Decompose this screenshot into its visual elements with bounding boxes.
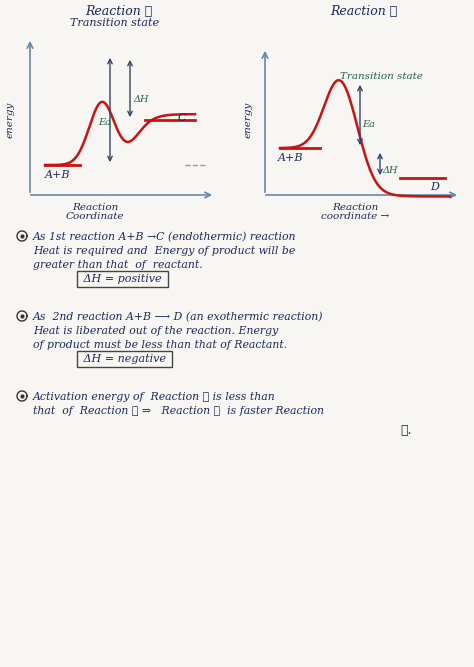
- Text: As  2nd reaction A+B ⟶ D (an exothermic reaction): As 2nd reaction A+B ⟶ D (an exothermic r…: [33, 312, 323, 322]
- Text: A+B: A+B: [45, 170, 71, 180]
- Text: Transition state: Transition state: [340, 72, 423, 81]
- Text: As 1st reaction A+B →C (endothermic) reaction: As 1st reaction A+B →C (endothermic) rea…: [33, 232, 297, 242]
- Text: ΔH = negative: ΔH = negative: [80, 354, 170, 364]
- Text: C: C: [178, 113, 186, 123]
- Text: ①.: ①.: [400, 424, 411, 437]
- Text: Transition state: Transition state: [70, 18, 159, 28]
- Text: energy: energy: [6, 102, 15, 138]
- Text: that  of  Reaction ① ⇒   Reaction ②  is faster Reaction: that of Reaction ① ⇒ Reaction ② is faste…: [33, 406, 324, 416]
- Text: Ea: Ea: [362, 120, 375, 129]
- Text: ΔH = positive: ΔH = positive: [80, 274, 165, 284]
- Text: Reaction ①: Reaction ①: [85, 5, 152, 18]
- Text: greater than that  of  reactant.: greater than that of reactant.: [33, 260, 203, 270]
- Text: Coordinate: Coordinate: [66, 212, 124, 221]
- Text: D: D: [430, 182, 439, 192]
- Text: Ea: Ea: [98, 118, 111, 127]
- Text: Reaction ②: Reaction ②: [330, 5, 397, 18]
- Text: coordinate →: coordinate →: [321, 212, 389, 221]
- Text: A+B: A+B: [278, 153, 303, 163]
- Text: ΔH: ΔH: [133, 95, 148, 104]
- Text: of product must be less than that of Reactant.: of product must be less than that of Rea…: [33, 340, 287, 350]
- Text: Heat is required and  Energy of product will be: Heat is required and Energy of product w…: [33, 246, 295, 256]
- Text: energy: energy: [244, 102, 253, 138]
- Text: ΔH: ΔH: [382, 166, 398, 175]
- Text: Reaction: Reaction: [332, 203, 378, 212]
- Text: Reaction: Reaction: [72, 203, 118, 212]
- Text: Heat is liberated out of the reaction. Energy: Heat is liberated out of the reaction. E…: [33, 326, 278, 336]
- Text: Activation energy of  Reaction ② is less than: Activation energy of Reaction ② is less …: [33, 392, 276, 402]
